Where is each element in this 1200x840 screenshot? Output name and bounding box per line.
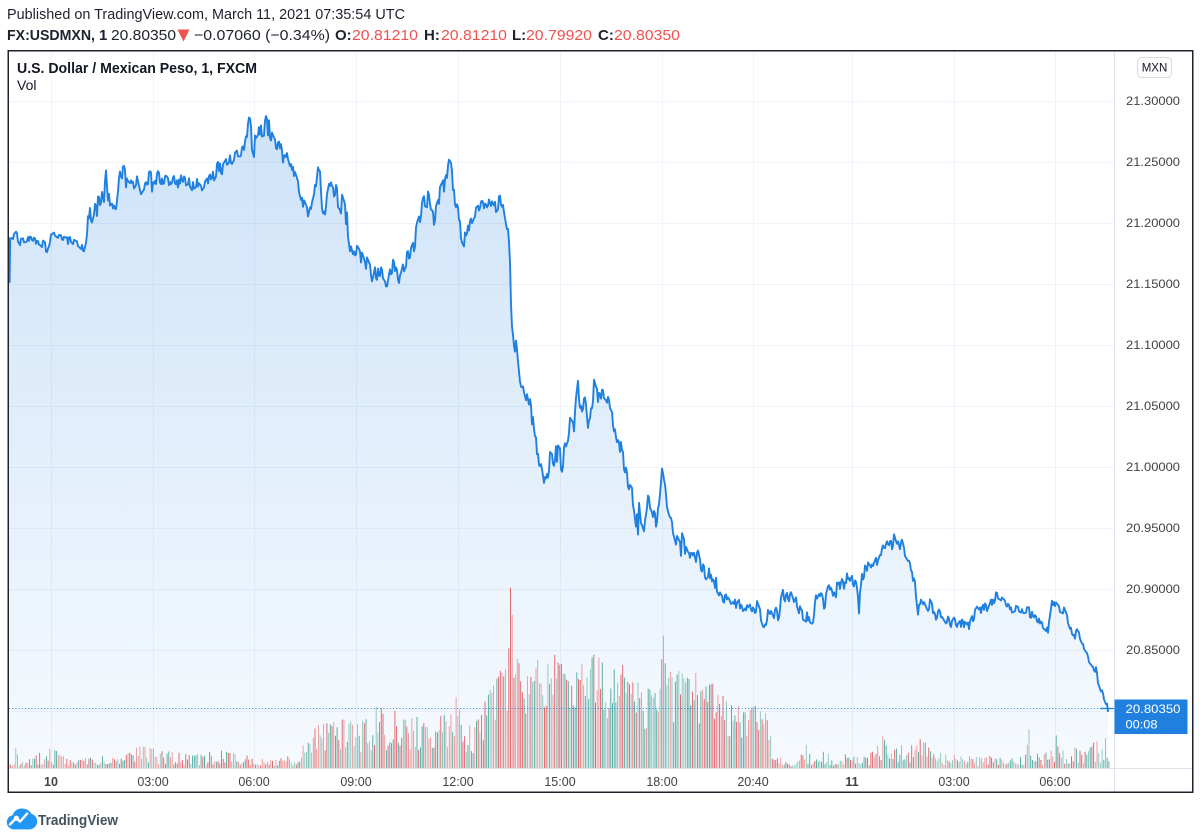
- svg-text:21.00000: 21.00000: [1126, 460, 1180, 474]
- svg-text:20.90000: 20.90000: [1126, 582, 1180, 596]
- svg-text:20:40: 20:40: [737, 775, 768, 789]
- svg-text:00:08: 00:08: [1126, 718, 1158, 732]
- svg-text:21.05000: 21.05000: [1126, 399, 1180, 413]
- svg-text:06:00: 06:00: [238, 775, 269, 789]
- svg-text:09:00: 09:00: [340, 775, 371, 789]
- svg-text:21.20000: 21.20000: [1126, 216, 1180, 230]
- svg-text:03:00: 03:00: [137, 775, 168, 789]
- svg-text:21.30000: 21.30000: [1126, 94, 1180, 108]
- svg-text:12:00: 12:00: [442, 775, 473, 789]
- svg-text:20.80350: 20.80350: [1126, 702, 1181, 716]
- svg-text:FX:USDMXN,120.80350−0.07060 (−: FX:USDMXN, 1 20.80350 −0.07060 (−0.34%) O:20…: [7, 27, 680, 44]
- svg-text:18:00: 18:00: [646, 775, 677, 789]
- svg-text:10: 10: [44, 775, 58, 789]
- svg-text:03:00: 03:00: [938, 775, 969, 789]
- svg-text:Vol: Vol: [17, 77, 36, 93]
- svg-text:20.95000: 20.95000: [1126, 521, 1180, 535]
- svg-text:21.10000: 21.10000: [1126, 338, 1180, 352]
- svg-text:21.25000: 21.25000: [1126, 155, 1180, 169]
- svg-text:Published on TradingView.com,: Published on TradingView.com, March 11, …: [7, 7, 405, 23]
- svg-text:11: 11: [845, 775, 858, 789]
- svg-text:21.15000: 21.15000: [1126, 277, 1180, 291]
- svg-text:06:00: 06:00: [1039, 775, 1070, 789]
- svg-text:15:00: 15:00: [544, 775, 575, 789]
- svg-text:TradingView: TradingView: [38, 813, 119, 829]
- svg-text:20.85000: 20.85000: [1126, 643, 1180, 657]
- svg-text:U.S. Dollar / Mexican Peso, 1,: U.S. Dollar / Mexican Peso, 1, FXCM: [17, 61, 257, 77]
- svg-text:MXN: MXN: [1142, 63, 1168, 75]
